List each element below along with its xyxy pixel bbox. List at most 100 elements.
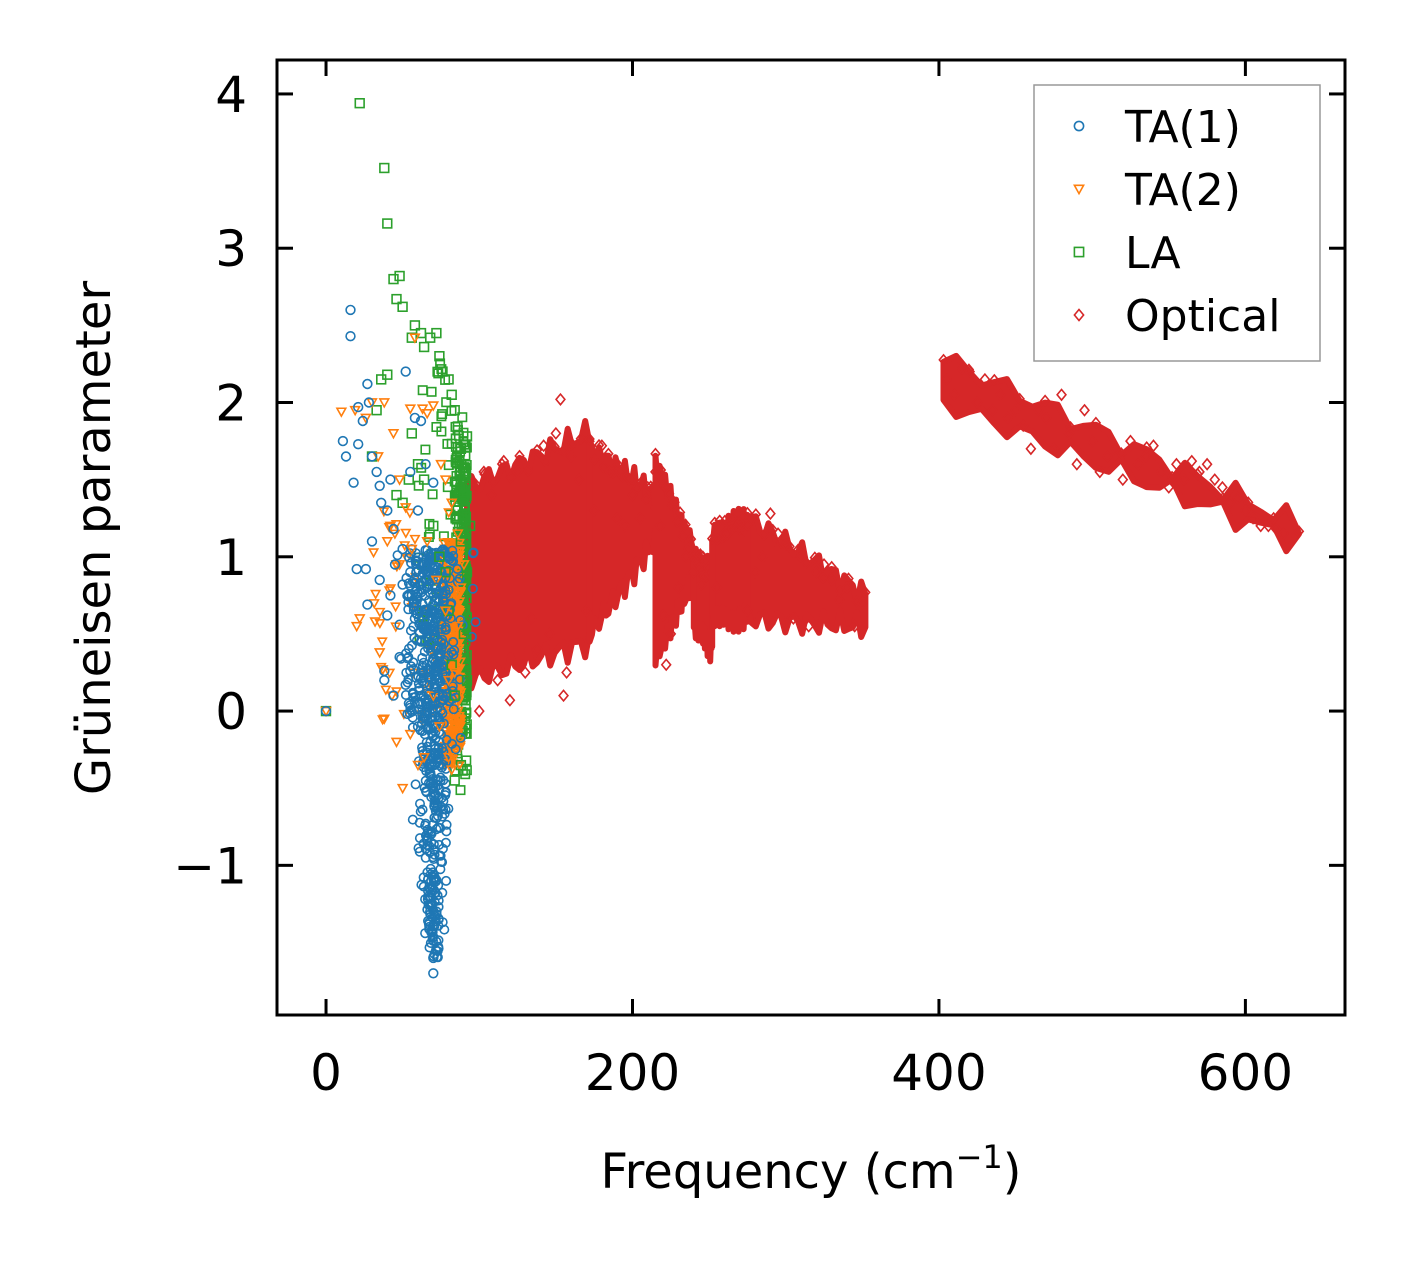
cloud-point xyxy=(433,822,444,833)
cloud-point xyxy=(414,817,425,828)
cloud-point xyxy=(468,548,479,559)
data-point xyxy=(979,372,991,386)
data-point xyxy=(437,366,448,377)
cloud-point xyxy=(428,786,439,797)
cloud-point xyxy=(436,411,447,422)
cloud-point xyxy=(418,623,429,634)
cloud-point xyxy=(392,550,403,561)
cloud-point xyxy=(438,691,449,702)
data-point xyxy=(544,627,556,641)
data-point xyxy=(1033,403,1044,417)
cloud-point xyxy=(414,798,425,809)
data-point xyxy=(345,331,356,342)
optical-band-edge-point xyxy=(677,530,689,543)
cloud-point xyxy=(431,666,442,677)
cloud-point xyxy=(414,833,425,844)
optical-band-edge-point xyxy=(727,522,738,535)
cloud-point xyxy=(421,787,432,798)
data-point xyxy=(757,550,769,564)
cloud-point xyxy=(374,607,386,618)
cloud-point xyxy=(443,508,455,519)
optical-band-edge-point xyxy=(767,523,778,537)
data-point xyxy=(382,505,393,516)
data-point xyxy=(418,559,430,570)
data-point xyxy=(434,551,445,563)
cloud-point xyxy=(433,743,444,754)
data-point xyxy=(1125,434,1136,448)
data-point xyxy=(378,714,391,725)
data-point xyxy=(394,619,405,630)
optical-band-edge-point xyxy=(809,551,821,564)
data-point xyxy=(818,557,830,572)
optical-band xyxy=(940,352,1302,555)
data-point xyxy=(403,474,414,485)
optical-band-edge-point xyxy=(689,549,701,562)
data-point xyxy=(1186,454,1198,468)
x-axis-label-suffix: ) xyxy=(1003,1144,1022,1200)
data-point xyxy=(555,392,566,406)
cloud-point xyxy=(414,696,425,707)
cloud-point xyxy=(417,667,428,678)
data-point xyxy=(337,435,349,447)
cloud-point xyxy=(439,674,450,685)
optical-band-edge-point xyxy=(685,532,697,546)
data-point xyxy=(406,428,417,439)
optical-band-edge-point xyxy=(750,508,762,521)
cloud-point xyxy=(433,780,444,791)
optical-band-edge-point xyxy=(711,533,723,546)
data-point xyxy=(360,563,372,575)
data-point xyxy=(749,565,761,579)
data-point xyxy=(573,473,585,487)
data-point xyxy=(320,706,332,718)
data-point xyxy=(418,474,430,485)
legend-box xyxy=(1033,84,1321,362)
cloud-point xyxy=(442,482,453,493)
data-point xyxy=(375,374,387,385)
legend-marker-diamond xyxy=(1073,308,1085,322)
data-point xyxy=(688,565,700,579)
data-point xyxy=(833,593,845,607)
data-point xyxy=(1094,465,1106,479)
cloud-point xyxy=(436,605,447,616)
data-point xyxy=(428,952,439,964)
optical-band-edge-point xyxy=(697,550,709,563)
data-point xyxy=(397,301,408,312)
data-point xyxy=(385,474,396,485)
data-point xyxy=(400,679,411,690)
cloud-point xyxy=(420,605,431,616)
data-point xyxy=(673,581,684,595)
data-point xyxy=(374,480,385,491)
cloud-point xyxy=(427,699,438,710)
cloud-point xyxy=(427,489,438,500)
cloud-point xyxy=(450,511,461,522)
cloud-point xyxy=(443,720,455,731)
cloud-point xyxy=(411,608,422,619)
y-tick-label: 0 xyxy=(215,683,247,741)
data-point xyxy=(634,511,646,525)
data-point xyxy=(803,619,815,633)
cloud-point xyxy=(428,653,439,664)
data-point xyxy=(428,477,439,488)
cloud-point xyxy=(433,920,444,931)
data-point xyxy=(439,475,452,486)
cloud-point xyxy=(405,580,416,591)
data-point xyxy=(1132,457,1144,471)
data-point xyxy=(353,401,364,413)
cloud-point xyxy=(436,624,447,635)
cloud-point xyxy=(417,557,428,568)
data-point xyxy=(445,498,458,509)
data-point xyxy=(452,621,464,633)
optical-band-edge-point xyxy=(626,472,638,486)
data-point xyxy=(428,520,439,532)
data-point xyxy=(1163,480,1175,494)
data-point xyxy=(412,505,424,516)
data-point xyxy=(427,691,440,702)
optical-band-edge-point xyxy=(589,453,600,466)
data-point xyxy=(397,543,408,555)
data-point xyxy=(604,465,615,479)
data-point xyxy=(734,516,746,530)
data-point xyxy=(461,674,473,686)
data-point xyxy=(1079,403,1090,417)
data-point xyxy=(422,659,433,670)
cloud-point xyxy=(450,454,461,465)
